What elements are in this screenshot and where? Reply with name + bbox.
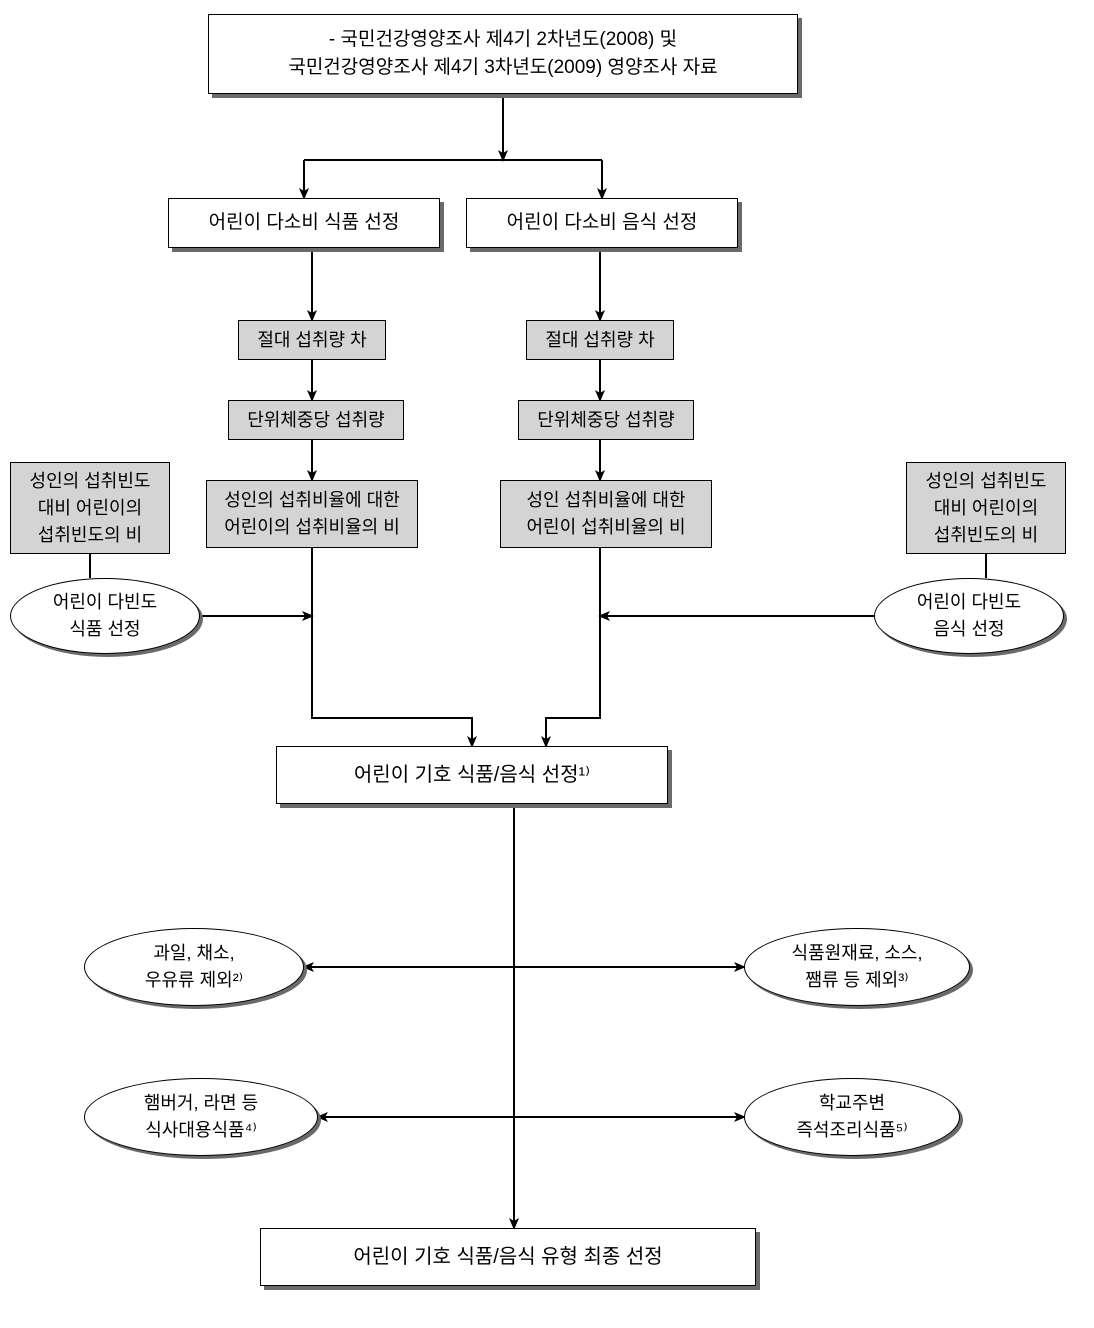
node-n_sr: 성인의 섭취빈도 대비 어린이의 섭취빈도의 비 xyxy=(906,462,1066,554)
node-n_l1: 어린이 다소비 식품 선정 xyxy=(168,198,440,248)
node-n_el: 어린이 다빈도 식품 선정 xyxy=(10,578,200,654)
node-n_l3: 단위체중당 섭취량 xyxy=(228,400,404,440)
edge-n_l4-n_mid xyxy=(312,548,472,746)
node-n_r3: 단위체중당 섭취량 xyxy=(518,400,694,440)
node-n_mid: 어린이 기호 식품/음식 선정¹⁾ xyxy=(276,746,668,804)
node-n_er: 어린이 다빈도 음식 선정 xyxy=(874,578,1064,654)
node-n_e1: 과일, 채소, 우유류 제외²⁾ xyxy=(84,928,304,1006)
node-n_e2: 식품원재료, 소스, 쨈류 등 제외³⁾ xyxy=(744,928,970,1006)
node-n_l2: 절대 섭취량 차 xyxy=(238,320,386,360)
edge-n_r4-n_mid xyxy=(546,548,600,746)
node-n_e3: 햄버거, 라면 등 식사대용식품⁴⁾ xyxy=(84,1078,318,1156)
node-n_r4: 성인 섭취비율에 대한 어린이 섭취비율의 비 xyxy=(500,480,712,548)
node-n_top: - 국민건강영양조사 제4기 2차년도(2008) 및 국민건강영양조사 제4기… xyxy=(208,14,798,94)
flowchart-canvas: - 국민건강영양조사 제4기 2차년도(2008) 및 국민건강영양조사 제4기… xyxy=(0,0,1094,1328)
node-n_r1: 어린이 다소비 음식 선정 xyxy=(466,198,738,248)
node-n_bot: 어린이 기호 식품/음식 유형 최종 선정 xyxy=(260,1228,756,1286)
node-n_e4: 학교주변 즉석조리식품⁵⁾ xyxy=(744,1078,960,1156)
node-n_l4: 성인의 섭취비율에 대한 어린이의 섭취비율의 비 xyxy=(206,480,418,548)
node-n_r2: 절대 섭취량 차 xyxy=(526,320,674,360)
node-n_sl: 성인의 섭취빈도 대비 어린이의 섭취빈도의 비 xyxy=(10,462,170,554)
